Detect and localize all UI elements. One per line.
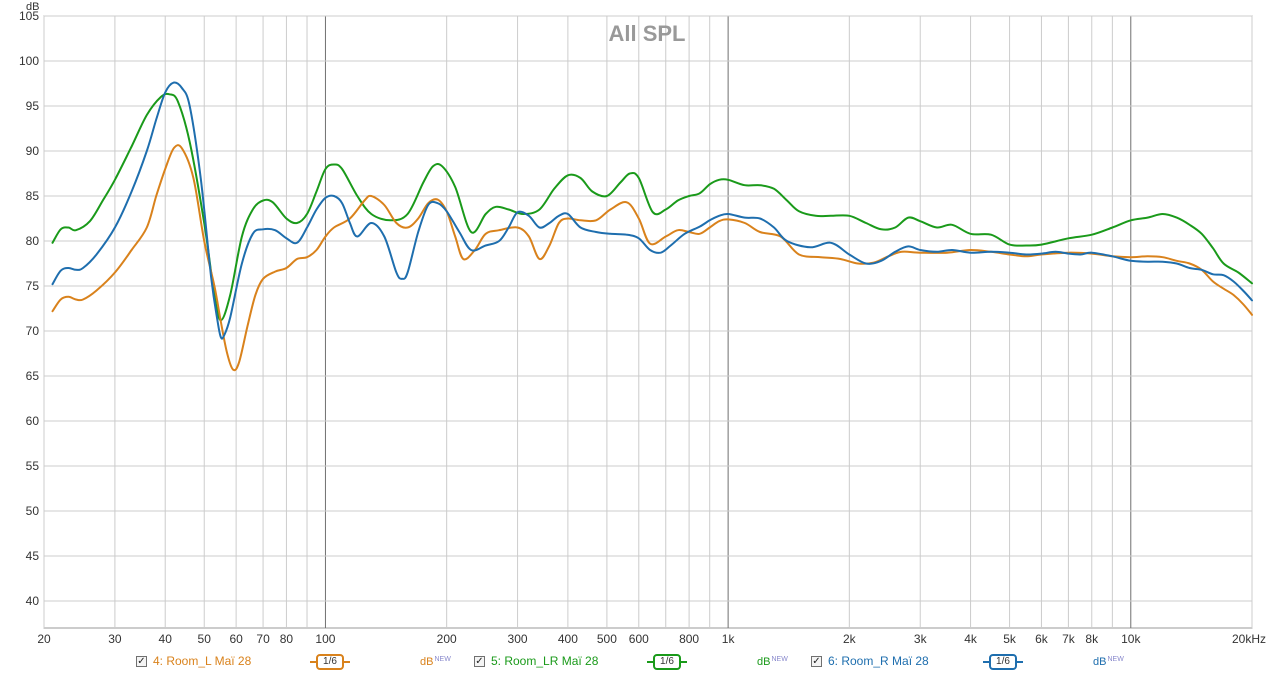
- y-tick-label: 40: [26, 594, 40, 608]
- x-tick-label: 70: [256, 632, 270, 646]
- grid: [43, 15, 1253, 628]
- unit-label-room-l: dBNEW: [420, 656, 451, 668]
- legend-label-room-l: 4: Room_L Maï 28: [153, 654, 252, 668]
- legend-checkbox-room-l[interactable]: ✓: [136, 655, 147, 667]
- x-tick-label: 20kHz: [1232, 632, 1266, 646]
- y-axis-unit: dB: [26, 1, 39, 13]
- y-tick-label: 75: [26, 279, 40, 293]
- plot-area: [43, 15, 1253, 629]
- legend-checkbox-room-lr[interactable]: ✓: [474, 655, 485, 667]
- legend-item-room-l[interactable]: ✓ 4: Room_L Maï 28: [136, 654, 251, 668]
- y-tick-label: 50: [26, 504, 40, 518]
- y-tick-label: 65: [26, 369, 40, 383]
- x-tick-label: 8k: [1085, 632, 1099, 646]
- legend-label-room-lr: 5: Room_LR Maï 28: [491, 654, 599, 668]
- x-tick-label: 300: [508, 632, 528, 646]
- x-tick-label: 5k: [1003, 632, 1017, 646]
- x-tick-label: 40: [159, 632, 173, 646]
- smoothing-button-room-lr[interactable]: 1/6: [647, 654, 687, 670]
- spl-chart: 20 30 40 50 60 70 80 100 200 300 400 500 600 800 1k 2k 3…: [19, 1, 1266, 646]
- x-tick-label: 2k: [843, 632, 857, 646]
- y-tick-label: 95: [26, 99, 40, 113]
- y-tick-label: 100: [19, 54, 39, 68]
- x-axis-ticks: 20 30 40 50 60 70 80 100 200 300 400 500 600 800 1k 2k 3…: [37, 632, 1266, 646]
- x-tick-label: 100: [315, 632, 335, 646]
- series-lines: [51, 81, 1253, 372]
- chart-title: All SPL: [608, 21, 685, 46]
- x-tick-label: 50: [198, 632, 212, 646]
- x-tick-label: 800: [679, 632, 699, 646]
- legend-item-room-r[interactable]: ✓ 6: Room_R Maï 28: [811, 654, 929, 668]
- legend-item-room-lr[interactable]: ✓ 5: Room_LR Maï 28: [474, 654, 598, 668]
- unit-label-room-r: dBNEW: [1093, 656, 1124, 668]
- x-tick-label: 80: [280, 632, 294, 646]
- x-tick-label: 10k: [1121, 632, 1141, 646]
- y-tick-label: 45: [26, 549, 40, 563]
- y-tick-label: 85: [26, 189, 40, 203]
- x-tick-label: 500: [597, 632, 617, 646]
- legend-label-room-r: 6: Room_R Maï 28: [828, 654, 929, 668]
- y-axis-ticks: 40 45 50 55 60 65 70 75 80 85 90 95 100 105: [19, 9, 39, 608]
- y-tick-label: 70: [26, 324, 40, 338]
- smoothing-button-room-r[interactable]: 1/6: [983, 654, 1023, 670]
- legend: ✓ 4: Room_L Maï 28 1/6 dBNEW ✓ 5: Room_L…: [0, 652, 1273, 674]
- y-tick-label: 90: [26, 144, 40, 158]
- x-tick-label: 20: [37, 632, 51, 646]
- x-tick-label: 6k: [1035, 632, 1049, 646]
- series-line-room-l: [51, 144, 1253, 372]
- x-tick-label: 3k: [914, 632, 928, 646]
- y-tick-label: 60: [26, 414, 40, 428]
- series-line-room-r: [51, 81, 1253, 340]
- y-tick-label: 80: [26, 234, 40, 248]
- x-tick-label: 1k: [722, 632, 736, 646]
- unit-label-room-lr: dBNEW: [757, 656, 788, 668]
- legend-checkbox-room-r[interactable]: ✓: [811, 655, 822, 667]
- x-tick-label: 60: [229, 632, 243, 646]
- x-tick-label: 30: [108, 632, 122, 646]
- y-tick-label: 55: [26, 459, 40, 473]
- x-tick-label: 600: [629, 632, 649, 646]
- x-tick-label: 4k: [964, 632, 978, 646]
- x-tick-label: 400: [558, 632, 578, 646]
- smoothing-button-room-l[interactable]: 1/6: [310, 654, 350, 670]
- x-tick-label: 7k: [1062, 632, 1076, 646]
- y-tick-label: 105: [19, 9, 39, 23]
- x-tick-label: 200: [437, 632, 457, 646]
